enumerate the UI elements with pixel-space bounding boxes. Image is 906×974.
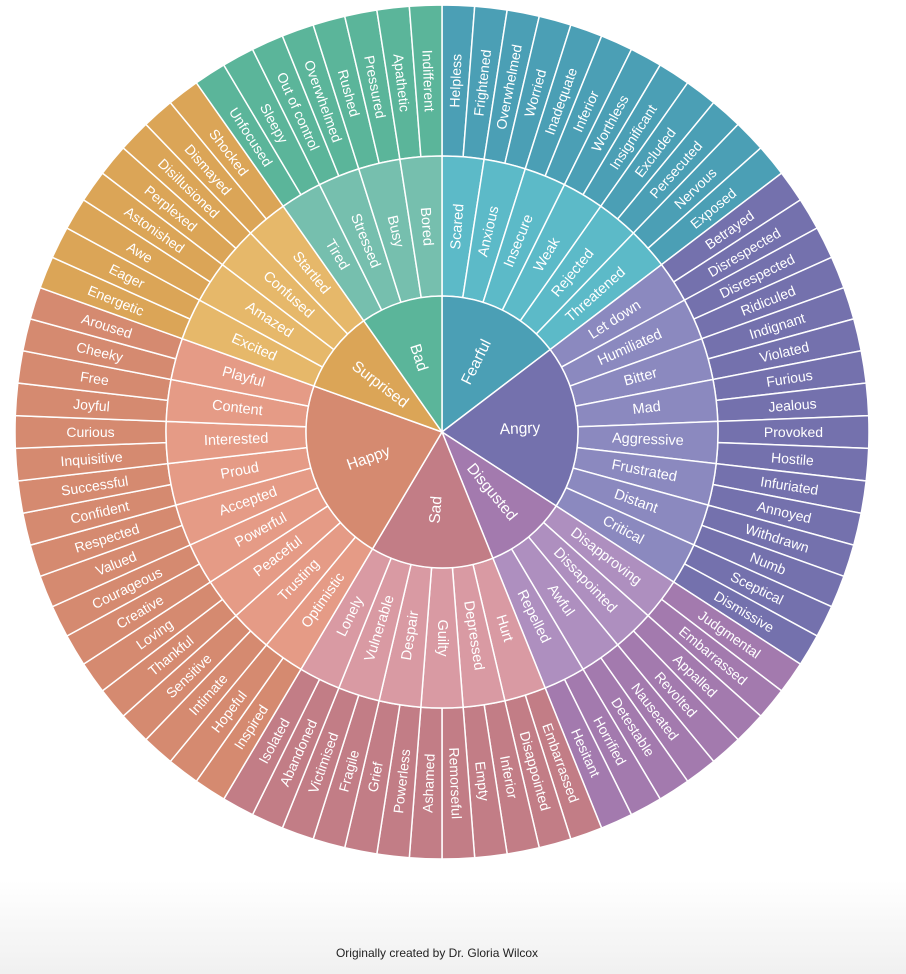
outer-segment-label: Joyful: [73, 396, 111, 415]
outer-segment-label: Remorseful: [446, 747, 465, 819]
outer-segment-label: Jealous: [768, 395, 817, 415]
outer-segment: Loving: [82, 580, 224, 692]
outer-segment: Cheeky: [21, 317, 177, 381]
outer-segment-label: Empty: [472, 761, 492, 802]
middle-segment-label: Aggressive: [612, 431, 684, 450]
core-segment-angry: Angry: [440, 348, 579, 507]
outer-segment: Free: [16, 349, 172, 402]
middle-segment: Aggressive: [576, 420, 719, 465]
outer-segment-label: Inquisitive: [60, 449, 124, 470]
outer-segment-label: Frightened: [471, 49, 495, 117]
middle-segment: Hurt: [472, 557, 547, 702]
outer-segment-label: Furious: [765, 367, 814, 390]
outer-segment-label: Indifferent: [419, 49, 437, 112]
middle-segment-label: Busy: [384, 214, 407, 250]
core-segment-sad-label: Sad: [426, 495, 445, 524]
middle-segment: Depressed: [451, 563, 506, 708]
core-segment-fearful-shape: [441, 295, 552, 434]
middle-segment-label: Proud: [219, 460, 260, 483]
middle-segment-label: Guilty: [434, 619, 450, 657]
middle-segment-label: Interested: [204, 431, 269, 449]
outer-segment-label: Apathetic: [390, 53, 413, 113]
outer-segment-label: Provoked: [764, 424, 823, 440]
outer-segment-label: Curious: [66, 424, 114, 440]
core-segment-sad-shape: [371, 430, 494, 569]
middle-segment-label: Content: [211, 398, 263, 420]
middle-segment: Anxious: [461, 158, 527, 304]
outer-segment-label: Grief: [364, 761, 386, 794]
core-segment-angry-shape: [440, 348, 579, 507]
outer-segment: Apathetic: [375, 5, 422, 161]
core-segment-happy: Happy: [305, 385, 444, 550]
outer-segment-label: Hostile: [771, 449, 815, 468]
core-segment-fearful: Fearful: [441, 295, 552, 434]
outer-segment-label: Free: [79, 368, 110, 388]
outer-segment: Curious: [14, 414, 167, 450]
middle-segment-label: Mad: [632, 399, 662, 418]
core-segment-surprised-shape: [313, 319, 444, 434]
outer-segment-label: Helpless: [446, 54, 464, 108]
outer-segment: Pressured: [343, 9, 401, 165]
outer-segment: Indifferent: [408, 4, 443, 158]
core-segment-bad: Bad: [362, 295, 443, 435]
core-segment-sad: Sad: [371, 430, 494, 569]
middle-segment-label: Scared: [448, 203, 467, 250]
core-segment-bad-shape: [362, 295, 443, 435]
attribution-caption: Originally created by Dr. Gloria Wilcox: [335, 946, 539, 960]
middle-segment-label: Despair: [399, 610, 422, 662]
outer-segment-label: Powerless: [390, 748, 413, 814]
outer-segment: Indignant: [700, 286, 855, 360]
core-segment-angry-label: Angry: [499, 420, 540, 439]
outer-segment: Confident: [21, 483, 177, 547]
middle-segment: Frustrated: [572, 446, 718, 507]
middle-segment-label: Hurt: [492, 613, 516, 644]
outer-segment-label: Ashamed: [419, 753, 437, 813]
core-segment-happy-shape: [305, 385, 444, 550]
core-segment-disgusted-shape: [440, 430, 558, 560]
outer-segment: Grief: [343, 699, 401, 855]
middle-segment-label: Bored: [417, 207, 436, 247]
